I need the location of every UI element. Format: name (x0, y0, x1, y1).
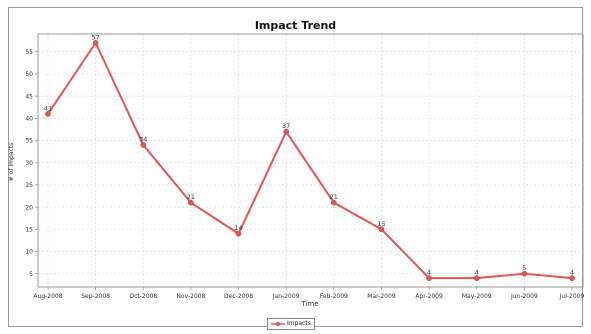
y-tick-label: 25 (25, 182, 33, 189)
y-axis-title: # of Impacts (8, 143, 15, 182)
data-point (330, 199, 337, 206)
y-tick-label: 50 (25, 71, 33, 78)
data-label: 57 (91, 33, 99, 41)
data-label: 4 (427, 269, 431, 277)
y-tick-label: 40 (25, 116, 33, 123)
chart-title: Impact Trend (254, 19, 337, 32)
data-point (521, 270, 528, 277)
data-label: 21 (187, 193, 195, 201)
data-point (92, 40, 99, 46)
legend-swatch-icon (271, 321, 285, 327)
data-label: 37 (282, 122, 290, 130)
data-point (473, 275, 480, 281)
data-point (426, 275, 432, 281)
y-tick-label: 20 (25, 204, 33, 211)
legend: Impacts (267, 318, 315, 330)
x-tick-label: May-2009 (462, 293, 492, 300)
data-point (45, 111, 51, 117)
data-label: 34 (139, 135, 147, 143)
y-tick-label: 10 (25, 249, 33, 256)
y-tick-label: 45 (25, 93, 33, 100)
x-tick-label: Oct-2008 (129, 293, 157, 300)
x-tick-label: Apr-2009 (415, 293, 443, 300)
series-line (47, 41, 573, 280)
x-tick-label: Feb-2009 (320, 293, 348, 300)
data-point (378, 226, 385, 233)
grid (38, 34, 583, 287)
data-label: 41 (44, 104, 52, 112)
data-label: 4 (570, 269, 574, 277)
legend-label: Impacts (287, 320, 311, 327)
y-tick-label: 35 (25, 138, 33, 145)
y-tick-label: 30 (25, 160, 33, 167)
data-point (140, 142, 147, 148)
x-tick-label: Aug-2008 (33, 293, 62, 300)
x-tick-label: Jun-2009 (510, 293, 538, 300)
x-tick-label: Sep-2008 (81, 293, 110, 300)
y-tick-label: 15 (25, 226, 33, 233)
data-label: 5 (522, 264, 526, 272)
x-tick-label: Jul-2009 (559, 293, 585, 300)
data-label: 21 (330, 193, 338, 201)
data-label: 14 (234, 224, 242, 232)
data-label: 15 (377, 220, 385, 228)
y-tick-label: 55 (25, 49, 33, 56)
x-axis-title: Time (300, 300, 318, 308)
data-point (188, 199, 194, 206)
data-point (283, 128, 290, 135)
x-tick-label: Mar-2009 (367, 293, 396, 300)
x-tick-label: Jan-2009 (272, 293, 300, 300)
data-label: 4 (475, 269, 479, 277)
series-layer: 41 57 34 21 14 37 21 15 4 4 5 4 (44, 33, 575, 281)
data-point (569, 275, 575, 281)
x-tick-label: Nov-2008 (176, 293, 205, 300)
x-tick-label: Dec-2008 (224, 293, 253, 300)
plot-area (37, 33, 584, 288)
y-tick-label: 5 (29, 271, 33, 278)
data-point (235, 230, 242, 237)
